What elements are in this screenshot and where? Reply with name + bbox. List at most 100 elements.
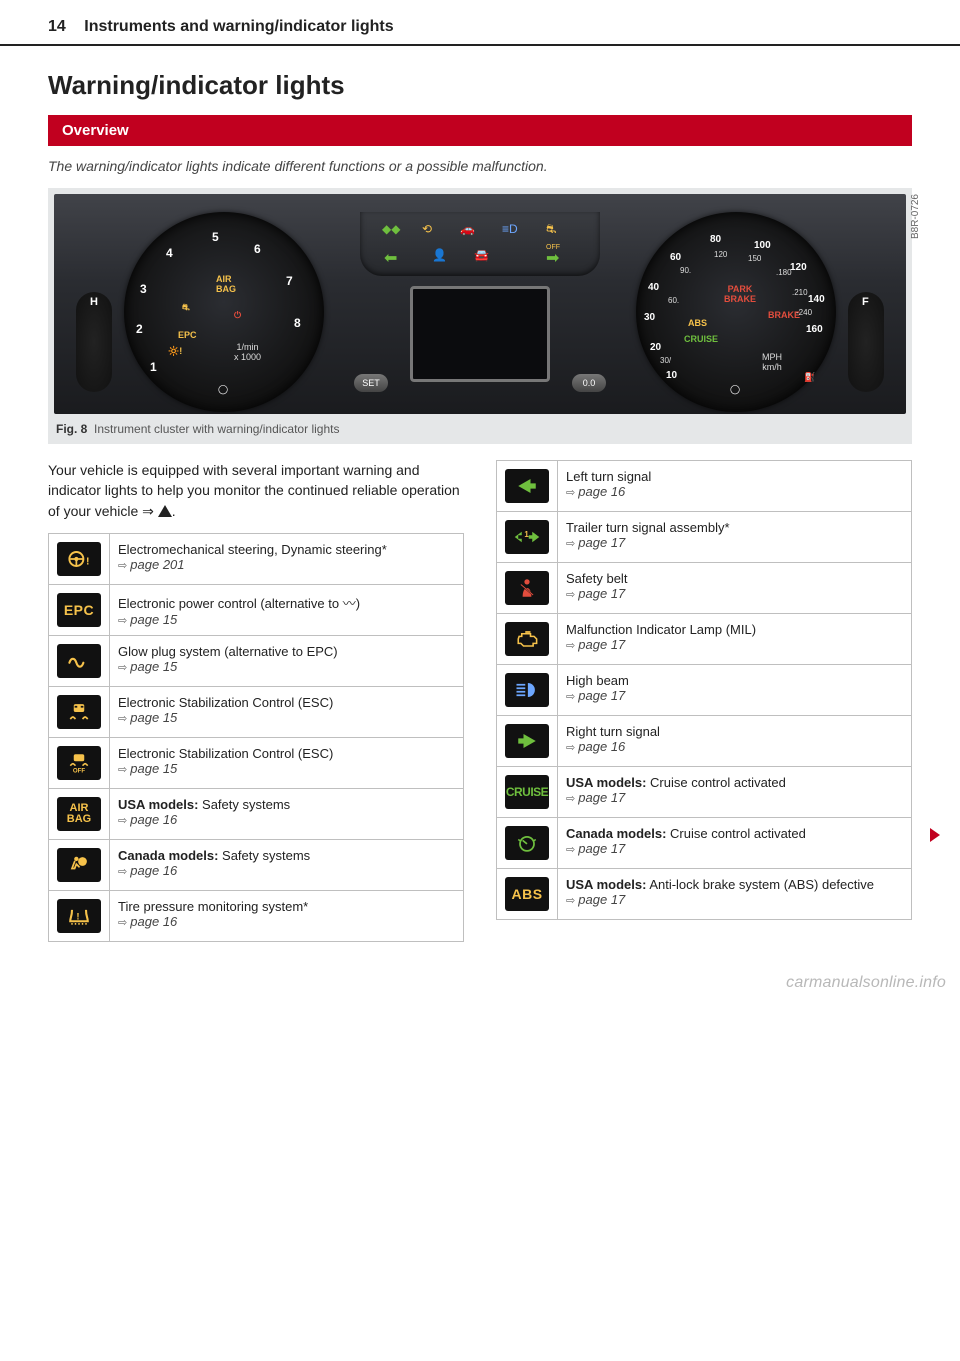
seatbelt-icon: 👤 — [432, 248, 447, 262]
indicator-label: Electronic Stabilization Control (ESC) — [118, 695, 333, 710]
sp-40: 40 — [648, 282, 659, 293]
highbeam-icon: ≡D — [502, 222, 518, 236]
figure-ref-code: B8R-0726 — [910, 194, 921, 239]
table-row: High beampage 17 — [497, 665, 912, 716]
watermark: carmanualsonline.info — [786, 974, 946, 992]
tach-4: 4 — [166, 246, 173, 260]
indicator-label: Electronic Stabilization Control (ESC) — [118, 746, 333, 761]
indicator-icon-cell — [497, 614, 558, 665]
table-row: Glow plug system (alternative to EPC)pag… — [49, 635, 464, 686]
indicator-icon-cell — [497, 563, 558, 614]
car-icon: 🚗 — [460, 222, 475, 236]
table-row: 1Trailer turn signal assembly*page 17 — [497, 512, 912, 563]
body-paragraph: Your vehicle is equipped with several im… — [48, 460, 464, 521]
indicator-icon-cell: CRUISE — [497, 767, 558, 818]
indicator-icon-cell — [49, 635, 110, 686]
sp-160: 160 — [806, 324, 823, 335]
indicator-desc-cell: Safety beltpage 17 — [558, 563, 912, 614]
table-row: Malfunction Indicator Lamp (MIL)page 17 — [497, 614, 912, 665]
indicator-page-ref: page 17 — [566, 586, 625, 601]
indicator-desc-cell: Electronic power control (alternative to… — [110, 584, 464, 635]
indicator-icon-cell — [497, 818, 558, 869]
instrument-cluster-image: ◆◆ ⟲ 🚗 ≡D ⛐OFF ⬅ 👤 🚘 ➡ 1 2 3 4 5 6 7 8 — [54, 194, 906, 414]
tach-5: 5 — [212, 230, 219, 244]
tachometer: 1 2 3 4 5 6 7 8 AIR BAG EPC 🔆! ⛐ ⏻ 1/min… — [124, 212, 324, 412]
left-turn-icon — [505, 469, 549, 503]
tach-unit: 1/min x 1000 — [234, 342, 261, 362]
indicator-desc-cell: Left turn signalpage 16 — [558, 461, 912, 512]
speedo-cruise: CRUISE — [684, 334, 718, 344]
sp-80: 80 — [710, 234, 721, 245]
indicator-icon-cell — [497, 665, 558, 716]
right-turn-icon — [505, 724, 549, 758]
temp-h: H — [90, 296, 98, 308]
table-row: Left turn signalpage 16 — [497, 461, 912, 512]
indicator-label: Cruise control activated — [666, 826, 805, 841]
indicator-label: Tire pressure monitoring system* — [118, 899, 308, 914]
figure-caption-text: Instrument cluster with warning/indicato… — [94, 422, 339, 436]
svg-text:!: ! — [86, 555, 90, 567]
indicator-page-ref: page 17 — [566, 637, 625, 652]
figure-caption-prefix: Fig. 8 — [56, 422, 87, 436]
table-row: AIRBAGUSA models: Safety systemspage 16 — [49, 788, 464, 839]
indicator-icon-cell — [49, 839, 110, 890]
indicator-page-ref: page 15 — [118, 612, 177, 627]
indicator-page-ref: page 16 — [566, 739, 625, 754]
indicator-label: Anti-lock brake system (ABS) defective — [646, 877, 874, 892]
odo-button: 0.0 — [572, 374, 606, 392]
highbeam-icon — [505, 673, 549, 707]
indicator-bold: Canada models: — [118, 848, 218, 863]
indicator-label: High beam — [566, 673, 629, 688]
sp-60: 60 — [670, 252, 681, 263]
speedo-park: PARK BRAKE — [724, 284, 756, 304]
figure-caption: Fig. 8 Instrument cluster with warning/i… — [54, 414, 906, 438]
seatbelt-icon — [505, 571, 549, 605]
indicator-desc-cell: USA models: Safety systemspage 16 — [110, 788, 464, 839]
mil-icon — [505, 622, 549, 656]
indicator-label: Cruise control activated — [646, 775, 785, 790]
overview-heading: Overview — [48, 115, 912, 146]
table-row: ! Electromechanical steering, Dynamic ste… — [49, 533, 464, 584]
page-number: 14 — [48, 18, 66, 36]
indicator-desc-cell: High beampage 17 — [558, 665, 912, 716]
indicators-table-left: ! Electromechanical steering, Dynamic ste… — [48, 533, 464, 942]
svg-text:1: 1 — [524, 530, 529, 539]
indicator-label: Left turn signal — [566, 469, 651, 484]
running-head: 14 Instruments and warning/indicator lig… — [0, 0, 960, 46]
indicator-label: Malfunction Indicator Lamp (MIL) — [566, 622, 756, 637]
indicators-table-right: Left turn signalpage 161Trailer turn sig… — [496, 460, 912, 920]
indicator-desc-cell: Canada models: Safety systemspage 16 — [110, 839, 464, 890]
indicator-label: Electromechanical steering, Dynamic stee… — [118, 542, 387, 557]
indicator-label: Glow plug system (alternative to EPC) — [118, 644, 338, 659]
table-row: !Tire pressure monitoring system*page 16 — [49, 890, 464, 941]
tach-1: 1 — [150, 360, 157, 374]
indicator-icon-cell: OFF — [49, 737, 110, 788]
indicator-icon-cell: ! — [49, 533, 110, 584]
fog-icon: ◆◆ — [382, 222, 400, 236]
sp-20: 20 — [650, 342, 661, 353]
indicator-icon-cell: ! — [49, 890, 110, 941]
indicator-desc-cell: Malfunction Indicator Lamp (MIL)page 17 — [558, 614, 912, 665]
tach-8: 8 — [294, 316, 301, 330]
tach-7: 7 — [286, 274, 293, 288]
indicator-icon-cell — [497, 461, 558, 512]
table-row: ABSUSA models: Anti-lock brake system (A… — [497, 869, 912, 920]
speedo-unit: MPH km/h — [762, 352, 782, 372]
indicator-label: Safety belt — [566, 571, 627, 586]
tach-6: 6 — [254, 242, 261, 256]
indicator-icon-cell: 1 — [497, 512, 558, 563]
indicator-page-ref: page 15 — [118, 659, 177, 674]
table-row: OFF Electronic Stabilization Control (ESC… — [49, 737, 464, 788]
indicator-icon-cell — [49, 686, 110, 737]
set-button: SET — [354, 374, 388, 392]
indicator-page-ref: page 17 — [566, 892, 625, 907]
table-row: Right turn signalpage 16 — [497, 716, 912, 767]
indicator-desc-cell: USA models: Cruise control activatedpage… — [558, 767, 912, 818]
body-text-suffix: . — [172, 503, 176, 519]
temp-gauge: H — [76, 292, 112, 392]
engine-icon: ⟲ — [422, 222, 432, 236]
indicator-page-ref: page 17 — [566, 688, 625, 703]
sp-100: 100 — [754, 240, 771, 251]
indicator-label: Electronic power control (alternative to… — [118, 596, 360, 611]
indicator-desc-cell: USA models: Anti-lock brake system (ABS)… — [558, 869, 912, 920]
